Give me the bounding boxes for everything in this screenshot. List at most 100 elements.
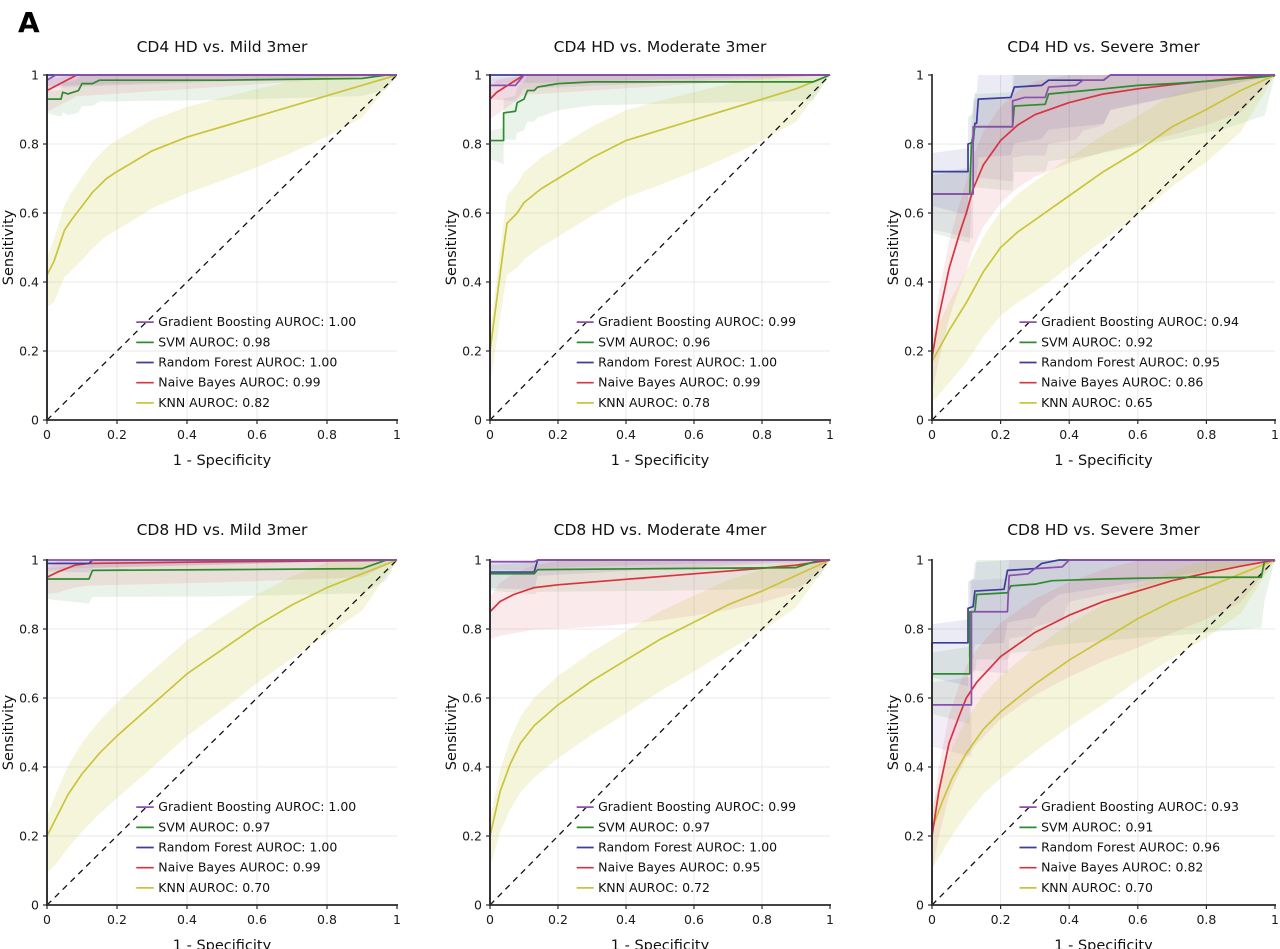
y-tick-label: 0.4 xyxy=(904,275,924,290)
legend-label: Gradient Boosting AUROC: 0.94 xyxy=(1041,314,1239,329)
legend-label: KNN AUROC: 0.65 xyxy=(1041,395,1153,410)
confidence-band-naive-bayes xyxy=(490,560,830,905)
x-axis-label: 1 - Specificity xyxy=(611,938,710,949)
x-tick-label: 0.4 xyxy=(616,427,636,442)
x-tick-label: 1 xyxy=(393,427,401,442)
y-tick-label: 0 xyxy=(474,413,482,428)
chance-diagonal-line xyxy=(489,74,831,421)
y-tick-label: 0.6 xyxy=(904,691,924,706)
y-tick-label: 0.6 xyxy=(19,206,39,221)
plot-title: CD4 HD vs. Moderate 3mer xyxy=(553,38,767,56)
x-tick-label: 0.4 xyxy=(177,427,197,442)
legend-label: Gradient Boosting AUROC: 0.99 xyxy=(598,799,796,814)
confidence-band-svm xyxy=(490,75,830,420)
roc-chart-svg: 0 0.2 0.4 0.6 0.8 1 0 0.2 0.4 0.6 0.8 1 1 - Specific… xyxy=(1,553,401,949)
chance-diagonal-line xyxy=(46,559,398,906)
legend-entry-svm: SVM AUROC: 0.98 xyxy=(136,334,271,349)
legend-label: Gradient Boosting AUROC: 1.00 xyxy=(158,799,356,814)
x-tick-label: 0 xyxy=(928,427,936,442)
legend-label: Random Forest AUROC: 1.00 xyxy=(598,840,777,855)
y-tick-label: 0.4 xyxy=(904,760,924,775)
x-axis-label: 1 - Specificity xyxy=(611,453,710,469)
roc-plot-cd4-severe: CD4 HD vs. Severe 3mer 0 0.2 0.4 0.6 0.8 1 0 0.… xyxy=(885,16,1280,490)
x-tick-label: 1 xyxy=(393,912,401,927)
roc-plot-cd8-severe: CD8 HD vs. Severe 3mer 0 0.2 0.4 0.6 0.8 1 0 0.… xyxy=(885,503,1280,949)
y-axis-label: Sensitivity xyxy=(1,209,17,285)
legend-entry-svm: SVM AUROC: 0.92 xyxy=(1019,334,1153,349)
y-tick-label: 0.4 xyxy=(462,275,482,290)
legend-label: Naive Bayes AUROC: 0.86 xyxy=(1041,375,1203,390)
x-tick-label: 0.8 xyxy=(1196,912,1216,927)
roc-curve-svm xyxy=(46,74,397,420)
roc-curve-knn xyxy=(46,74,398,420)
x-tick-label: 1 xyxy=(1271,912,1279,927)
roc-curve-knn xyxy=(489,559,831,905)
legend-entry-knn: KNN AUROC: 0.82 xyxy=(136,395,270,410)
y-tick-label: 0.4 xyxy=(462,760,482,775)
roc-curve-random-forest xyxy=(931,559,1275,905)
y-axis-label: Sensitivity xyxy=(444,694,460,770)
y-tick-label: 0.8 xyxy=(904,137,924,152)
y-axis-label: Sensitivity xyxy=(1,694,17,770)
x-tick-label: 0.6 xyxy=(684,427,704,442)
y-tick-label: 0.6 xyxy=(904,206,924,221)
legend-label: KNN AUROC: 0.70 xyxy=(1041,880,1153,895)
y-tick-label: 0 xyxy=(474,898,482,913)
confidence-band-naive-bayes xyxy=(932,75,1275,420)
x-tick-label: 0.6 xyxy=(247,912,267,927)
x-tick-label: 0.8 xyxy=(317,912,337,927)
y-tick-label: 0 xyxy=(916,413,924,428)
legend-label: Random Forest AUROC: 1.00 xyxy=(158,840,337,855)
y-tick-label: 0.2 xyxy=(904,344,924,359)
legend-entry-naive-bayes: Naive Bayes AUROC: 0.95 xyxy=(576,860,760,875)
legend-label: Random Forest AUROC: 0.95 xyxy=(1041,355,1220,370)
plot-title: CD8 HD vs. Mild 3mer xyxy=(136,521,308,539)
plot-title: CD4 HD vs. Mild 3mer xyxy=(136,38,308,56)
roc-plot-cd4-moderate: CD4 HD vs. Moderate 3mer 0 0.2 0.4 0.6 0.8 1 0… xyxy=(443,16,885,490)
plot-title: CD4 HD vs. Severe 3mer xyxy=(1007,38,1200,56)
x-tick-label: 0.2 xyxy=(107,912,127,927)
x-axis-label: 1 - Specificity xyxy=(1054,938,1153,949)
x-tick-label: 0 xyxy=(43,912,51,927)
x-axis-label: 1 - Specificity xyxy=(1054,453,1153,469)
y-tick-label: 0.4 xyxy=(19,275,39,290)
y-axis-label: Sensitivity xyxy=(886,694,902,770)
legend-entry-knn: KNN AUROC: 0.72 xyxy=(576,880,710,895)
figure-panel-label: A xyxy=(18,6,40,39)
legend-label: Random Forest AUROC: 0.96 xyxy=(1041,840,1220,855)
legend-entry-gradient-boosting: Gradient Boosting AUROC: 0.93 xyxy=(1019,799,1239,814)
x-tick-label: 0.8 xyxy=(1196,427,1216,442)
legend-entry-random-forest: Random Forest AUROC: 0.96 xyxy=(1019,840,1220,855)
y-tick-label: 1 xyxy=(474,553,482,568)
legend-entry-knn: KNN AUROC: 0.70 xyxy=(1019,880,1153,895)
chance-diagonal-line xyxy=(46,74,398,421)
x-tick-label: 0.6 xyxy=(1128,427,1148,442)
legend-label: Naive Bayes AUROC: 0.99 xyxy=(158,860,320,875)
legend-entry-random-forest: Random Forest AUROC: 1.00 xyxy=(136,840,337,855)
legend-entry-random-forest: Random Forest AUROC: 1.00 xyxy=(576,355,777,370)
x-axis-label: 1 - Specificity xyxy=(173,938,272,949)
roc-curve-knn xyxy=(931,74,1276,420)
roc-curve-svm xyxy=(931,559,1275,905)
plot-title: CD8 HD vs. Severe 3mer xyxy=(1007,521,1200,539)
y-tick-label: 0 xyxy=(31,413,39,428)
legend-label: Gradient Boosting AUROC: 1.00 xyxy=(158,314,356,329)
chance-diagonal-line xyxy=(931,559,1276,906)
legend-label: KNN AUROC: 0.70 xyxy=(158,880,270,895)
roc-chart-svg: 0 0.2 0.4 0.6 0.8 1 0 0.2 0.4 0.6 0.8 1 1 - Specific… xyxy=(444,68,834,470)
legend-label: SVM AUROC: 0.92 xyxy=(1041,334,1153,349)
legend-entry-gradient-boosting: Gradient Boosting AUROC: 1.00 xyxy=(136,799,356,814)
x-tick-label: 0.6 xyxy=(247,427,267,442)
x-tick-label: 0.4 xyxy=(616,912,636,927)
y-tick-label: 0.2 xyxy=(19,829,39,844)
x-tick-label: 0 xyxy=(928,912,936,927)
confidence-band-knn xyxy=(490,560,830,905)
legend-label: SVM AUROC: 0.97 xyxy=(158,819,270,834)
x-tick-label: 0.2 xyxy=(107,427,127,442)
legend-entry-gradient-boosting: Gradient Boosting AUROC: 0.94 xyxy=(1019,314,1239,329)
x-tick-label: 1 xyxy=(826,427,834,442)
legend-entry-random-forest: Random Forest AUROC: 0.95 xyxy=(1019,355,1220,370)
y-tick-label: 0.6 xyxy=(462,691,482,706)
y-tick-label: 0 xyxy=(916,898,924,913)
x-tick-label: 0.2 xyxy=(991,427,1011,442)
